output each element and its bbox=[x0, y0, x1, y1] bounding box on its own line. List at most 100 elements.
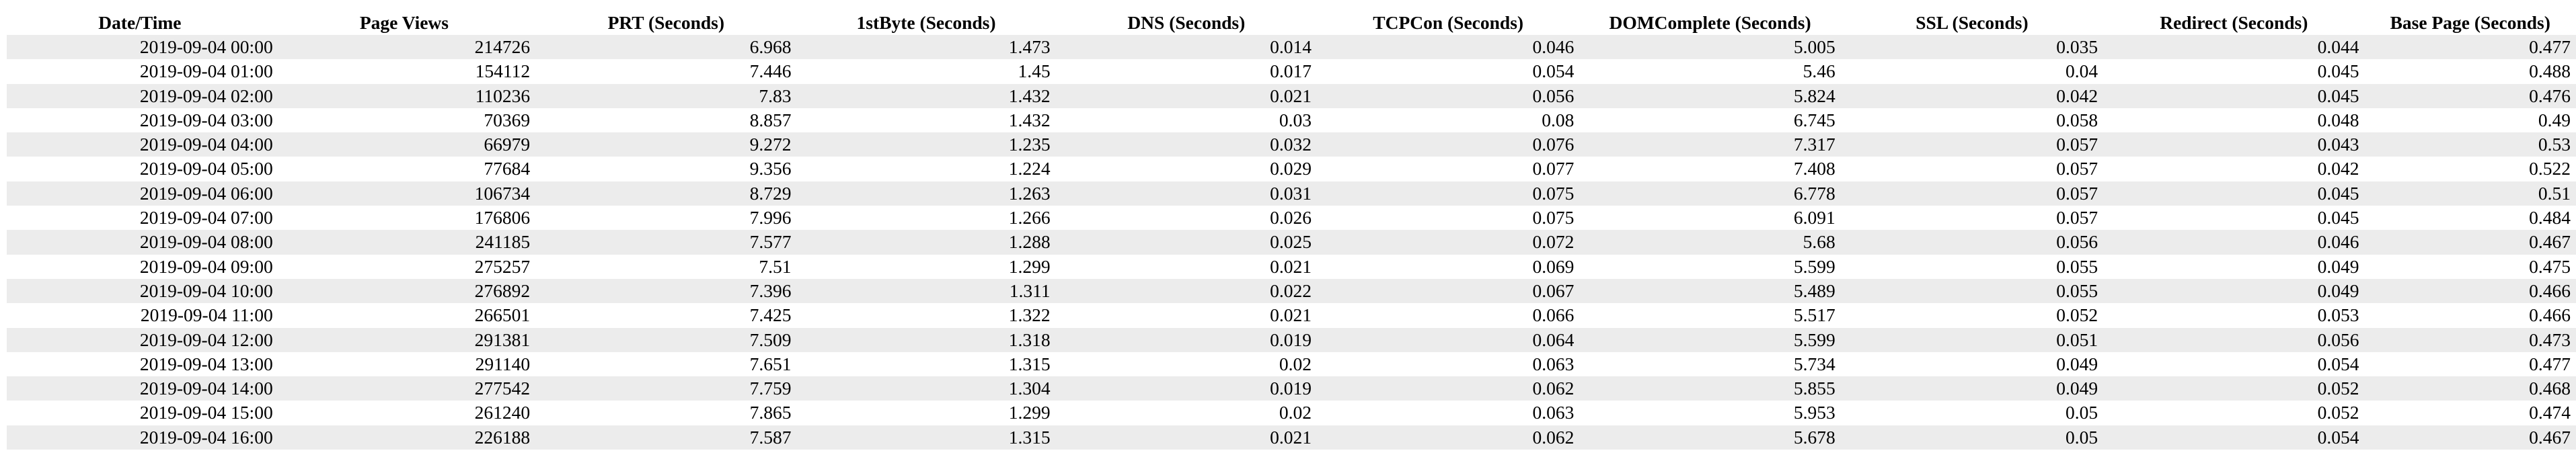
cell-first-byte: 1.299 bbox=[1008, 402, 1051, 423]
cell-first-byte: 1.235 bbox=[1008, 134, 1051, 155]
cell-date-time: 2019-09-04 10:00 bbox=[139, 280, 273, 301]
cell-tcp-con: 0.064 bbox=[1532, 329, 1575, 350]
cell-prt: 8.729 bbox=[749, 182, 792, 204]
cell-first-byte: 1.322 bbox=[1008, 304, 1051, 326]
cell-dom-complete: 5.599 bbox=[1793, 329, 1835, 350]
cell-tcp-con: 0.067 bbox=[1532, 280, 1575, 301]
cell-dns: 0.017 bbox=[1270, 60, 1312, 82]
cell-ssl: 0.05 bbox=[2066, 426, 2098, 448]
cell-ssl: 0.049 bbox=[2056, 353, 2098, 374]
cell-first-byte: 1.304 bbox=[1008, 378, 1051, 399]
cell-page-views: 106734 bbox=[474, 182, 531, 204]
cell-first-byte: 1.473 bbox=[1008, 36, 1051, 57]
table-row: 2019-09-04 05:00 77684 9.356 1.224 0.029 0.07… bbox=[7, 157, 2576, 181]
cell-redirect: 0.045 bbox=[2317, 60, 2359, 82]
cell-page-views: 291140 bbox=[475, 353, 531, 374]
table-row: 2019-09-04 03:00 70369 8.857 1.432 0.03 0.08 6… bbox=[7, 108, 2576, 133]
cell-redirect: 0.046 bbox=[2317, 231, 2359, 253]
cell-page-views: 261240 bbox=[474, 402, 531, 423]
cell-dns: 0.032 bbox=[1270, 134, 1312, 155]
cell-base-page: 0.477 bbox=[2529, 36, 2571, 57]
cell-date-time: 2019-09-04 13:00 bbox=[139, 353, 273, 374]
cell-base-page: 0.477 bbox=[2529, 353, 2571, 374]
cell-dom-complete: 5.953 bbox=[1793, 402, 1835, 423]
cell-ssl: 0.051 bbox=[2056, 329, 2098, 350]
cell-page-views: 276892 bbox=[474, 280, 531, 301]
cell-redirect: 0.045 bbox=[2317, 182, 2359, 204]
cell-page-views: 70369 bbox=[484, 109, 531, 130]
table-row: 2019-09-04 10:00 276892 7.396 1.311 0.022 0.0… bbox=[7, 278, 2576, 304]
cell-base-page: 0.468 bbox=[2529, 378, 2571, 399]
cell-prt: 7.577 bbox=[749, 231, 792, 253]
cell-tcp-con: 0.069 bbox=[1532, 255, 1575, 277]
cell-redirect: 0.042 bbox=[2317, 158, 2359, 179]
cell-ssl: 0.057 bbox=[2056, 182, 2098, 204]
cell-first-byte: 1.266 bbox=[1008, 207, 1051, 228]
cell-base-page: 0.476 bbox=[2529, 85, 2571, 106]
cell-prt: 7.651 bbox=[749, 353, 792, 374]
cell-redirect: 0.044 bbox=[2317, 36, 2359, 57]
cell-dom-complete: 5.005 bbox=[1793, 36, 1835, 57]
column-header-base-page: Base Page (Seconds) bbox=[2390, 12, 2550, 33]
cell-base-page: 0.467 bbox=[2529, 231, 2571, 253]
cell-prt: 6.968 bbox=[749, 36, 792, 57]
cell-dns: 0.021 bbox=[1270, 85, 1312, 106]
table-row: 2019-09-04 02:00 110236 7.83 1.432 0.021 0.05… bbox=[7, 83, 2576, 108]
cell-redirect: 0.054 bbox=[2317, 353, 2359, 374]
table-body: 2019-09-04 00:00 214726 6.968 1.473 0.014 0.0… bbox=[7, 35, 2576, 450]
table-row: 2019-09-04 01:00 154112 7.446 1.45 0.017 0.05… bbox=[7, 59, 2576, 84]
cell-prt: 7.509 bbox=[749, 329, 792, 350]
cell-first-byte: 1.224 bbox=[1008, 158, 1051, 179]
column-header-first-byte: 1stByte (Seconds) bbox=[856, 12, 996, 33]
cell-redirect: 0.043 bbox=[2317, 134, 2359, 155]
cell-ssl: 0.05 bbox=[2066, 402, 2098, 423]
cell-dns: 0.02 bbox=[1279, 353, 1312, 374]
cell-ssl: 0.042 bbox=[2056, 85, 2098, 106]
column-header-ssl: SSL (Seconds) bbox=[1916, 12, 2029, 33]
cell-tcp-con: 0.076 bbox=[1532, 134, 1575, 155]
column-header-page-views: Page Views bbox=[359, 12, 449, 33]
table-row: 2019-09-04 00:00 214726 6.968 1.473 0.014 0.0… bbox=[7, 35, 2576, 60]
table-row: 2019-09-04 11:00 266501 7.425 1.322 0.021 0.0… bbox=[7, 303, 2576, 328]
cell-dom-complete: 5.734 bbox=[1793, 353, 1835, 374]
cell-ssl: 0.035 bbox=[2056, 36, 2098, 57]
cell-prt: 7.996 bbox=[749, 207, 792, 228]
column-header-prt: PRT (Seconds) bbox=[607, 12, 725, 33]
cell-dns: 0.029 bbox=[1270, 158, 1312, 179]
cell-prt: 9.356 bbox=[749, 158, 792, 179]
table-row: 2019-09-04 06:00 106734 8.729 1.263 0.031 0.0… bbox=[7, 181, 2576, 206]
cell-date-time: 2019-09-04 02:00 bbox=[139, 85, 273, 106]
cell-first-byte: 1.315 bbox=[1008, 353, 1051, 374]
cell-prt: 8.857 bbox=[749, 109, 792, 130]
cell-redirect: 0.049 bbox=[2317, 280, 2359, 301]
cell-ssl: 0.057 bbox=[2056, 134, 2098, 155]
cell-tcp-con: 0.063 bbox=[1532, 353, 1575, 374]
cell-tcp-con: 0.062 bbox=[1532, 378, 1575, 399]
cell-first-byte: 1.315 bbox=[1008, 426, 1051, 448]
cell-dns: 0.021 bbox=[1270, 304, 1312, 326]
report-container: Date/Time Page Views PRT (Seconds) 1stByte … bbox=[7, 11, 2576, 450]
cell-date-time: 2019-09-04 01:00 bbox=[139, 60, 273, 82]
cell-dns: 0.019 bbox=[1270, 378, 1312, 399]
cell-base-page: 0.466 bbox=[2529, 304, 2571, 326]
cell-ssl: 0.052 bbox=[2056, 304, 2098, 326]
cell-ssl: 0.058 bbox=[2056, 109, 2098, 130]
cell-date-time: 2019-09-04 08:00 bbox=[139, 231, 273, 253]
column-header-date-time: Date/Time bbox=[98, 12, 182, 33]
cell-date-time: 2019-09-04 16:00 bbox=[139, 426, 273, 448]
table-row: 2019-09-04 04:00 66979 9.272 1.235 0.032 0.07… bbox=[7, 132, 2576, 157]
cell-prt: 7.865 bbox=[749, 402, 792, 423]
cell-redirect: 0.049 bbox=[2317, 255, 2359, 277]
cell-base-page: 0.53 bbox=[2538, 134, 2571, 155]
cell-page-views: 154112 bbox=[475, 60, 531, 82]
cell-dns: 0.014 bbox=[1270, 36, 1312, 57]
table-row: 2019-09-04 08:00 241185 7.577 1.288 0.025 0.0… bbox=[7, 230, 2576, 255]
cell-base-page: 0.522 bbox=[2529, 158, 2571, 179]
cell-date-time: 2019-09-04 15:00 bbox=[139, 402, 273, 423]
cell-prt: 7.51 bbox=[759, 255, 792, 277]
cell-ssl: 0.04 bbox=[2066, 60, 2098, 82]
table-row: 2019-09-04 09:00 275257 7.51 1.299 0.021 0.06… bbox=[7, 254, 2576, 279]
cell-base-page: 0.475 bbox=[2529, 255, 2571, 277]
table-row: 2019-09-04 16:00 226188 7.587 1.315 0.021 0.0… bbox=[7, 425, 2576, 450]
table-row: 2019-09-04 12:00 291381 7.509 1.318 0.019 0.0… bbox=[7, 327, 2576, 352]
